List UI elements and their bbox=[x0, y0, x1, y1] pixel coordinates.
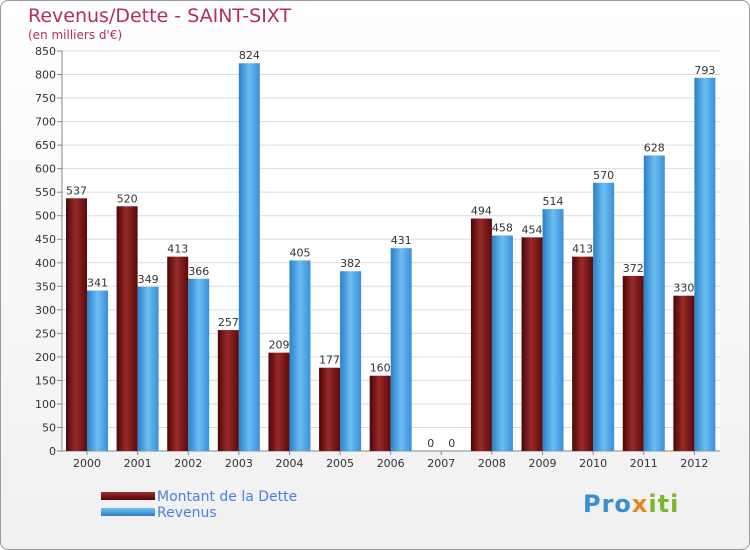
bar-revenus-2012 bbox=[694, 77, 716, 451]
data-label-dette-2000: 537 bbox=[66, 184, 87, 197]
bar-revenus-2006 bbox=[390, 248, 412, 451]
x-tick-label: 2000 bbox=[73, 457, 101, 470]
y-tick-label: 50 bbox=[42, 421, 56, 434]
chart-subtitle: (en milliers d'€) bbox=[28, 28, 123, 42]
bar-revenus-2008 bbox=[491, 235, 513, 451]
data-label-revenus-2007: 0 bbox=[448, 437, 455, 450]
y-tick-label: 700 bbox=[35, 116, 56, 129]
bar-dette-2012 bbox=[673, 295, 695, 451]
data-label-dette-2011: 372 bbox=[623, 262, 644, 275]
logo-part-3: iti bbox=[648, 490, 680, 518]
data-label-dette-2012: 330 bbox=[673, 282, 694, 295]
x-tick-label: 2012 bbox=[680, 457, 708, 470]
data-label-dette-2006: 160 bbox=[370, 362, 391, 375]
bar-dette-2002 bbox=[167, 256, 189, 451]
data-label-dette-2003: 257 bbox=[218, 316, 239, 329]
bar-revenus-2005 bbox=[340, 271, 362, 451]
data-label-revenus-2000: 341 bbox=[87, 277, 108, 290]
x-tick-label: 2004 bbox=[275, 457, 303, 470]
data-label-dette-2005: 177 bbox=[319, 354, 340, 367]
y-tick-label: 350 bbox=[35, 280, 56, 293]
legend-swatch-dette bbox=[101, 492, 155, 500]
y-tick-label: 500 bbox=[35, 210, 56, 223]
x-tick-label: 2002 bbox=[174, 457, 202, 470]
data-label-revenus-2009: 514 bbox=[543, 195, 564, 208]
data-label-dette-2004: 209 bbox=[268, 339, 289, 352]
y-tick-label: 800 bbox=[35, 69, 56, 82]
bar-revenus-2011 bbox=[643, 155, 665, 451]
bar-revenus-2004 bbox=[289, 260, 311, 451]
bar-revenus-2002 bbox=[188, 278, 210, 451]
data-label-revenus-2011: 628 bbox=[644, 141, 665, 154]
data-label-dette-2010: 413 bbox=[572, 243, 593, 256]
y-tick-label: 400 bbox=[35, 257, 56, 270]
y-tick-label: 750 bbox=[35, 92, 56, 105]
x-tick-label: 2008 bbox=[478, 457, 506, 470]
bar-dette-2009 bbox=[521, 237, 543, 451]
x-tick-label: 2005 bbox=[326, 457, 354, 470]
x-tick-label: 2009 bbox=[529, 457, 557, 470]
y-tick-label: 250 bbox=[35, 327, 56, 340]
data-label-revenus-2006: 431 bbox=[391, 234, 412, 247]
data-label-revenus-2004: 405 bbox=[289, 246, 310, 259]
bar-dette-2008 bbox=[470, 218, 492, 451]
x-tick-label: 2011 bbox=[630, 457, 658, 470]
data-label-revenus-2008: 458 bbox=[492, 221, 513, 234]
x-tick-label: 2007 bbox=[427, 457, 455, 470]
data-label-dette-2002: 413 bbox=[167, 243, 188, 256]
y-tick-label: 600 bbox=[35, 163, 56, 176]
logo-part-1: Pro bbox=[583, 490, 632, 518]
data-label-revenus-2010: 570 bbox=[593, 169, 614, 182]
bar-dette-2001 bbox=[116, 206, 138, 451]
data-label-revenus-2003: 824 bbox=[239, 49, 260, 62]
legend-label-dette: Montant de la Dette bbox=[157, 489, 298, 505]
y-tick-label: 550 bbox=[35, 186, 56, 199]
data-label-dette-2008: 494 bbox=[471, 205, 492, 218]
y-tick-label: 200 bbox=[35, 351, 56, 364]
data-label-dette-2007: 0 bbox=[427, 437, 434, 450]
legend-swatch-revenus bbox=[101, 508, 155, 516]
bar-dette-2005 bbox=[319, 367, 341, 451]
x-tick-label: 2003 bbox=[225, 457, 253, 470]
y-tick-label: 300 bbox=[35, 304, 56, 317]
y-tick-label: 450 bbox=[35, 233, 56, 246]
bar-dette-2003 bbox=[217, 330, 239, 451]
y-tick-label: 650 bbox=[35, 139, 56, 152]
data-label-dette-2001: 520 bbox=[117, 192, 138, 205]
x-tick-label: 2010 bbox=[579, 457, 607, 470]
data-label-revenus-2001: 349 bbox=[138, 273, 159, 286]
bar-revenus-2010 bbox=[593, 182, 615, 451]
proxiti-logo: Proxiti bbox=[583, 490, 679, 518]
bar-revenus-2001 bbox=[137, 286, 159, 451]
legend-label-revenus: Revenus bbox=[157, 505, 217, 521]
bar-dette-2006 bbox=[369, 375, 391, 451]
y-tick-label: 150 bbox=[35, 374, 56, 387]
data-label-revenus-2005: 382 bbox=[340, 257, 361, 270]
logo-part-2: x bbox=[631, 490, 649, 518]
y-tick-label: 100 bbox=[35, 398, 56, 411]
chart-title: Revenus/Dette - SAINT-SIXT bbox=[28, 5, 292, 27]
bar-dette-2011 bbox=[622, 275, 644, 451]
data-label-revenus-2012: 793 bbox=[694, 64, 715, 77]
data-label-revenus-2002: 366 bbox=[188, 265, 209, 278]
bar-dette-2000 bbox=[66, 198, 87, 451]
y-tick-label: 850 bbox=[35, 45, 56, 58]
x-tick-label: 2001 bbox=[124, 457, 152, 470]
bar-dette-2004 bbox=[268, 352, 290, 451]
x-tick-label: 2006 bbox=[377, 457, 405, 470]
bar-dette-2010 bbox=[572, 256, 594, 451]
bar-revenus-2003 bbox=[238, 63, 260, 452]
bar-revenus-2000 bbox=[87, 290, 108, 451]
y-tick-label: 0 bbox=[49, 445, 56, 458]
data-label-dette-2009: 454 bbox=[522, 223, 543, 236]
bar-revenus-2009 bbox=[542, 209, 564, 451]
